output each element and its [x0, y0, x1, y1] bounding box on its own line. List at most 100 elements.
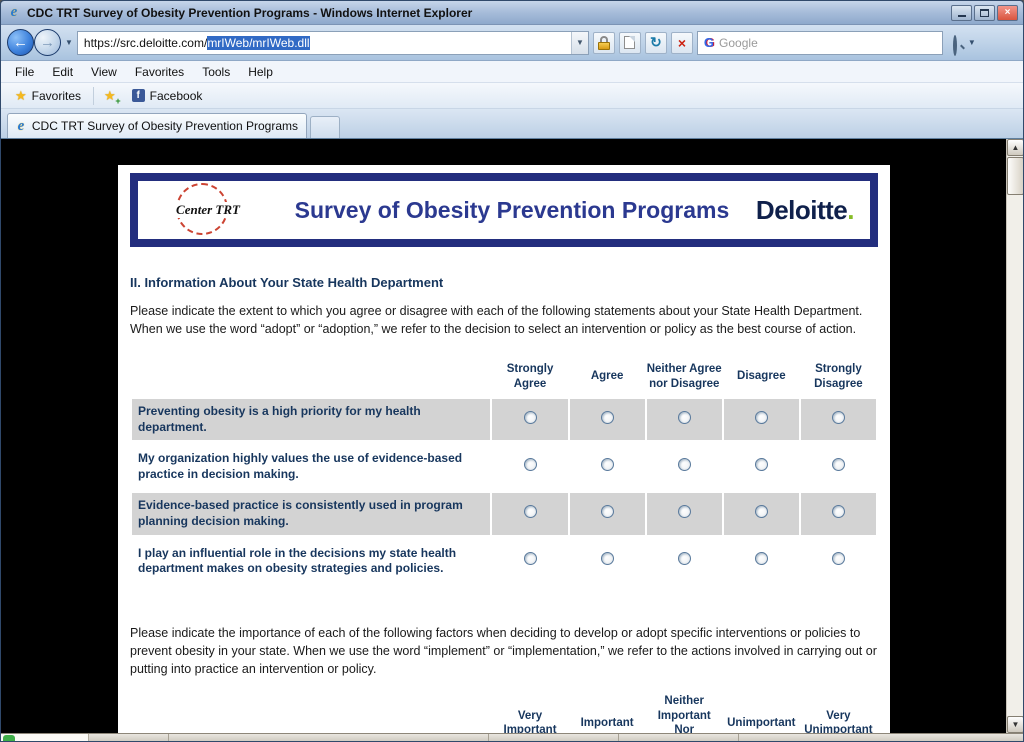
radio-cell [723, 399, 799, 441]
divider [93, 86, 95, 105]
radio-button[interactable] [754, 504, 768, 518]
radio-button[interactable] [677, 552, 691, 566]
security-lock-button[interactable] [592, 31, 615, 54]
status-green-icon [3, 735, 15, 741]
section-heading: II. Information About Your State Health … [130, 275, 444, 290]
search-placeholder: Google [719, 35, 758, 50]
radio-button[interactable] [831, 457, 845, 471]
radio-button[interactable] [677, 457, 691, 471]
scroll-down-button[interactable]: ▼ [1007, 716, 1023, 733]
scroll-up-button[interactable]: ▲ [1007, 139, 1023, 156]
forward-button[interactable]: → [34, 29, 61, 56]
window-title: CDC TRT Survey of Obesity Prevention Pro… [27, 5, 473, 20]
radio-button[interactable] [600, 410, 614, 424]
google-icon: G [703, 35, 715, 50]
close-button[interactable]: × [997, 4, 1018, 21]
table-header-row: Strongly Agree Agree Neither Agree nor Dis… [132, 362, 876, 397]
address-input[interactable]: https://src.deloitte.com/mrIWeb/mrIWeb.d… [76, 30, 589, 55]
intro-paragraph-2: Please indicate the importance of each o… [130, 625, 877, 676]
recent-pages-chevron-icon[interactable]: ▼ [65, 38, 73, 47]
menu-tools[interactable]: Tools [202, 64, 231, 79]
radio-cell [800, 493, 876, 535]
radio-button[interactable] [754, 457, 768, 471]
radio-button[interactable] [677, 410, 691, 424]
radio-button[interactable] [523, 504, 537, 518]
radio-cell [724, 537, 799, 586]
scrollbar-thumb[interactable] [1007, 157, 1023, 195]
back-button[interactable]: ← [7, 29, 34, 56]
facebook-icon: f [131, 89, 145, 102]
maximize-button[interactable] [974, 4, 995, 21]
menu-favorites[interactable]: Favorites [134, 64, 185, 79]
page-banner: Center TRT Survey of Obesity Prevention … [130, 173, 878, 247]
radio-button[interactable] [600, 504, 614, 518]
add-to-favorites-button[interactable]: ★ + [100, 86, 121, 106]
radio-cell [492, 537, 567, 586]
radio-button[interactable] [754, 410, 768, 424]
radio-cell [646, 399, 722, 441]
favorites-link-facebook[interactable]: f Facebook [126, 87, 209, 105]
radio-cell [647, 442, 722, 491]
favorites-button[interactable]: ★ Favorites [9, 86, 87, 106]
radio-button[interactable] [523, 410, 537, 424]
statement-cell: Evidence-based practice is consistently … [132, 493, 491, 535]
radio-button[interactable] [523, 457, 537, 471]
column-header: Very Important [503, 709, 557, 734]
radio-button[interactable] [831, 552, 845, 566]
menu-view[interactable]: View [91, 64, 117, 79]
add-favorite-star-icon: ★ [104, 87, 116, 103]
column-header: Neither Agree nor Disagree [646, 363, 722, 390]
column-header: Neither Important Nor Unimportant [657, 695, 711, 733]
radio-button[interactable] [523, 552, 537, 566]
column-header: Strongly Disagree [814, 363, 863, 390]
tab-bar: e CDC TRT Survey of Obesity Prevention P… [1, 109, 1023, 139]
compatibility-view-button[interactable] [618, 31, 641, 54]
header-spacer [132, 362, 490, 397]
plus-icon: + [115, 95, 121, 106]
radio-button[interactable] [754, 552, 768, 566]
statement-cell: My organization highly values the use of… [138, 451, 463, 481]
agreement-table-body: Strongly Agree Agree Neither Agree nor Dis… [132, 362, 876, 586]
menu-edit[interactable]: Edit [52, 64, 74, 79]
radio-button[interactable] [677, 504, 691, 518]
favorites-label: Favorites [31, 88, 82, 103]
favorites-star-icon: ★ [15, 87, 27, 103]
radio-cell [492, 493, 568, 535]
ie-logo-icon: e [10, 4, 18, 20]
radio-button[interactable] [831, 504, 845, 518]
title-bar: e CDC TRT Survey of Obesity Prevention P… [1, 1, 1023, 25]
refresh-button[interactable]: ↻ [644, 31, 667, 54]
deloitte-green-dot: . [847, 194, 854, 225]
minimize-button[interactable] [951, 4, 972, 21]
search-input[interactable]: G Google [696, 30, 943, 55]
radio-cell [801, 537, 876, 586]
menu-file[interactable]: File [15, 64, 35, 79]
radio-cell [492, 399, 568, 441]
tab-survey[interactable]: e CDC TRT Survey of Obesity Prevention P… [7, 113, 307, 138]
radio-button[interactable] [600, 552, 614, 566]
search-button[interactable]: ▼ [947, 31, 982, 56]
new-tab-stub[interactable] [310, 116, 340, 138]
lock-icon [597, 35, 610, 50]
radio-button[interactable] [831, 410, 845, 424]
tab-favicon-icon: e [17, 117, 25, 134]
survey-page: Center TRT Survey of Obesity Prevention … [118, 165, 890, 733]
stop-icon: × [677, 34, 687, 51]
column-header: Agree [590, 370, 624, 383]
address-dropdown-button[interactable]: ▼ [570, 31, 588, 54]
radio-cell [647, 537, 722, 586]
vertical-scrollbar[interactable]: ▲ ▼ [1006, 139, 1023, 733]
url-selected-text: mrIWeb/mrIWeb.dll [207, 35, 310, 50]
survey-row: My organization highly values the use of… [132, 442, 876, 491]
radio-cell [569, 493, 645, 535]
column-header: Strongly Agree [506, 363, 554, 390]
stop-button[interactable]: × [670, 31, 693, 54]
radio-button[interactable] [600, 457, 614, 471]
radio-cell [569, 399, 645, 441]
url-text: https://src.deloitte.com/ [83, 35, 208, 50]
column-header: Unimportant [727, 716, 796, 729]
table-header-row: Very Important Important Neither Important… [132, 694, 876, 733]
menu-help[interactable]: Help [248, 64, 273, 79]
refresh-icon: ↻ [650, 34, 662, 50]
survey-row: Evidence-based practice is consistently … [132, 493, 876, 535]
